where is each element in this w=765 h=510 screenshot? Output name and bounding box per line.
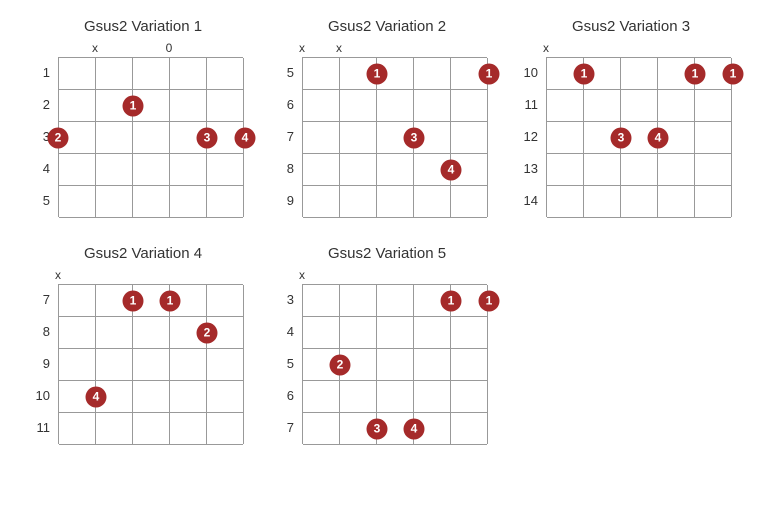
fret-label: 11 bbox=[516, 89, 546, 121]
string-marker: x bbox=[295, 41, 309, 55]
fret-label: 8 bbox=[28, 316, 58, 348]
finger-dot: 1 bbox=[123, 291, 144, 312]
chord-diagram: Gsus2 Variation 4x78910111124 bbox=[28, 245, 258, 444]
fretboard: 11234 bbox=[302, 284, 487, 444]
finger-dot: 3 bbox=[367, 419, 388, 440]
fret-labels: 7891011 bbox=[28, 284, 58, 444]
fret-label: 11 bbox=[28, 412, 58, 444]
fret-label: 7 bbox=[272, 121, 302, 153]
fret-label: 6 bbox=[272, 89, 302, 121]
diagram-wrap: 123452134 bbox=[28, 57, 258, 217]
chord-title: Gsus2 Variation 3 bbox=[516, 18, 746, 35]
fret-label: 5 bbox=[28, 185, 58, 217]
chord-title: Gsus2 Variation 1 bbox=[28, 18, 258, 35]
finger-dot: 3 bbox=[404, 128, 425, 149]
string-marker: x bbox=[332, 41, 346, 55]
fret-label: 9 bbox=[272, 185, 302, 217]
diagram-wrap: 101112131413411 bbox=[516, 57, 746, 217]
string-marker: x bbox=[51, 268, 65, 282]
chord-diagram: Gsus2 Variation 5x3456711234 bbox=[272, 245, 502, 444]
chord-title: Gsus2 Variation 4 bbox=[28, 245, 258, 262]
fret-labels: 34567 bbox=[272, 284, 302, 444]
finger-dot: 1 bbox=[367, 64, 388, 85]
markers-row: xx bbox=[302, 41, 487, 57]
fret-label: 7 bbox=[272, 412, 302, 444]
fretboard: 2134 bbox=[58, 57, 243, 217]
finger-dot: 4 bbox=[648, 128, 669, 149]
diagram-wrap: 3456711234 bbox=[272, 284, 502, 444]
finger-dot: 1 bbox=[723, 64, 744, 85]
chord-diagram: Gsus2 Variation 2xx567891341 bbox=[272, 18, 502, 217]
finger-dot: 1 bbox=[479, 64, 500, 85]
fret-label: 4 bbox=[28, 153, 58, 185]
fret-label: 1 bbox=[28, 57, 58, 89]
fret-label: 9 bbox=[28, 348, 58, 380]
chord-title: Gsus2 Variation 5 bbox=[272, 245, 502, 262]
finger-dot: 1 bbox=[441, 291, 462, 312]
finger-dot: 2 bbox=[197, 323, 218, 344]
fret-label: 6 bbox=[272, 380, 302, 412]
markers-row: x0 bbox=[58, 41, 243, 57]
markers-row: x bbox=[58, 268, 243, 284]
markers-row: x bbox=[302, 268, 487, 284]
finger-dot: 3 bbox=[611, 128, 632, 149]
finger-dot: 1 bbox=[574, 64, 595, 85]
finger-dot: 4 bbox=[404, 419, 425, 440]
fretboard: 13411 bbox=[546, 57, 731, 217]
fret-labels: 1011121314 bbox=[516, 57, 546, 217]
diagram-wrap: 78910111124 bbox=[28, 284, 258, 444]
chords-grid: Gsus2 Variation 1x0123452134Gsus2 Variat… bbox=[28, 18, 737, 444]
finger-dot: 1 bbox=[479, 291, 500, 312]
finger-dot: 4 bbox=[441, 160, 462, 181]
chord-diagram: Gsus2 Variation 1x0123452134 bbox=[28, 18, 258, 217]
fret-label: 5 bbox=[272, 57, 302, 89]
fret-label: 4 bbox=[272, 316, 302, 348]
fret-label: 2 bbox=[28, 89, 58, 121]
fret-label: 7 bbox=[28, 284, 58, 316]
finger-dot: 4 bbox=[235, 128, 256, 149]
finger-dot: 3 bbox=[197, 128, 218, 149]
fretboard: 1341 bbox=[302, 57, 487, 217]
markers-row: x bbox=[546, 41, 731, 57]
fret-label: 12 bbox=[516, 121, 546, 153]
finger-dot: 1 bbox=[160, 291, 181, 312]
chord-diagram: Gsus2 Variation 3x101112131413411 bbox=[516, 18, 746, 217]
fretboard: 1124 bbox=[58, 284, 243, 444]
fret-label: 10 bbox=[28, 380, 58, 412]
string-marker: 0 bbox=[162, 41, 176, 55]
finger-dot: 1 bbox=[123, 96, 144, 117]
string-marker: x bbox=[295, 268, 309, 282]
diagram-wrap: 56789 1 34 1 bbox=[272, 57, 502, 217]
fret-label: 8 bbox=[272, 153, 302, 185]
finger-dot: 4 bbox=[86, 387, 107, 408]
fret-label: 10 bbox=[516, 57, 546, 89]
fret-label: 13 bbox=[516, 153, 546, 185]
finger-dot: 2 bbox=[48, 128, 69, 149]
fret-labels: 56789 bbox=[272, 57, 302, 217]
fret-label: 3 bbox=[272, 284, 302, 316]
finger-dot: 1 bbox=[685, 64, 706, 85]
fret-label: 14 bbox=[516, 185, 546, 217]
finger-dot: 2 bbox=[330, 355, 351, 376]
string-marker: x bbox=[88, 41, 102, 55]
chord-title: Gsus2 Variation 2 bbox=[272, 18, 502, 35]
fret-label: 5 bbox=[272, 348, 302, 380]
string-marker: x bbox=[539, 41, 553, 55]
